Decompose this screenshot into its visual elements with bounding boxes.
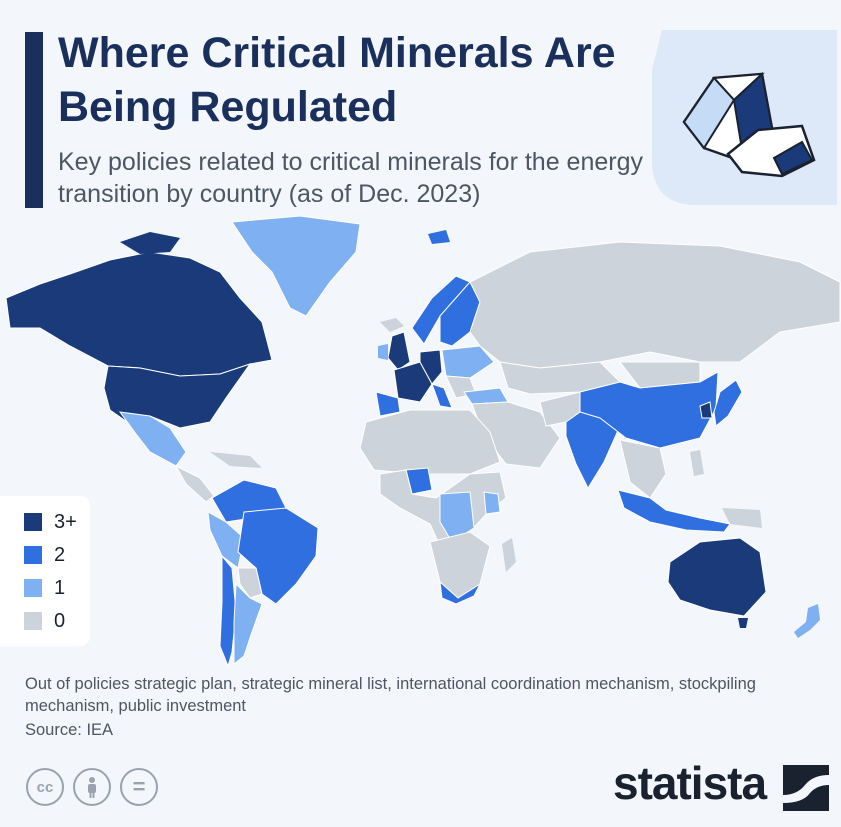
statista-logo-text[interactable]: statista bbox=[613, 757, 767, 809]
title-accent-bar bbox=[25, 32, 43, 208]
greenland bbox=[231, 215, 361, 317]
iceland bbox=[380, 318, 404, 332]
legend-label: 0 bbox=[54, 609, 66, 632]
australia bbox=[667, 537, 767, 617]
cc-icon[interactable]: cc bbox=[26, 768, 64, 806]
southern-africa bbox=[429, 531, 491, 599]
map-legend: 3+ 2 1 0 bbox=[0, 496, 90, 646]
china bbox=[579, 371, 719, 449]
new-zealand bbox=[794, 604, 820, 638]
page-title: Where Critical Minerals Are Being Regula… bbox=[58, 29, 616, 131]
legend-item-0: 0 bbox=[24, 609, 65, 633]
ireland bbox=[378, 344, 388, 360]
papua bbox=[722, 508, 762, 528]
brazil bbox=[237, 507, 319, 605]
italy bbox=[431, 383, 453, 409]
legend-swatch bbox=[24, 579, 42, 597]
united-kingdom bbox=[387, 331, 411, 371]
chile bbox=[219, 554, 237, 668]
kenya bbox=[483, 491, 501, 515]
korea bbox=[699, 401, 713, 419]
mineral-gem-icon bbox=[652, 30, 837, 205]
legend-label: 1 bbox=[54, 576, 66, 599]
france bbox=[393, 361, 433, 403]
canada bbox=[5, 251, 273, 377]
united-states bbox=[103, 363, 252, 429]
germany bbox=[419, 349, 443, 385]
indonesia-malaysia bbox=[617, 489, 731, 533]
southeast-asia bbox=[619, 439, 667, 499]
legend-item-3plus: 3+ bbox=[24, 510, 77, 534]
svalbard bbox=[428, 230, 450, 244]
legend-item-1: 1 bbox=[24, 576, 65, 600]
statista-logo-icon[interactable] bbox=[783, 765, 829, 811]
caribbean bbox=[210, 452, 262, 468]
madagascar bbox=[502, 538, 516, 572]
equals-icon[interactable]: = bbox=[120, 768, 158, 806]
footnote: Out of policies strategic plan, strategi… bbox=[25, 675, 756, 715]
mexico bbox=[118, 411, 187, 467]
spain bbox=[375, 391, 401, 417]
bolivia-paraguay bbox=[237, 567, 263, 599]
license-icons: cc = bbox=[26, 768, 158, 810]
russia bbox=[469, 241, 841, 369]
japan bbox=[713, 379, 743, 427]
pakistan-afghanistan bbox=[539, 391, 581, 427]
eastern-europe bbox=[441, 345, 495, 379]
legend-label: 3+ bbox=[54, 510, 77, 533]
south-africa bbox=[439, 580, 482, 605]
arctic-islands bbox=[120, 232, 180, 254]
legend-swatch bbox=[24, 513, 42, 531]
tasmania bbox=[738, 618, 748, 628]
legend-item-2: 2 bbox=[24, 543, 65, 567]
philippines bbox=[690, 450, 704, 476]
central-america bbox=[174, 464, 215, 503]
north-africa bbox=[359, 409, 501, 475]
legend-swatch bbox=[24, 612, 42, 630]
argentina bbox=[233, 582, 263, 666]
person-icon[interactable] bbox=[73, 768, 111, 806]
source-label: Source: IEA bbox=[25, 721, 114, 739]
world-choropleth-map bbox=[5, 215, 841, 668]
page-subtitle: Key policies related to critical mineral… bbox=[58, 148, 643, 208]
legend-label: 2 bbox=[54, 543, 66, 566]
legend-swatch bbox=[24, 546, 42, 564]
